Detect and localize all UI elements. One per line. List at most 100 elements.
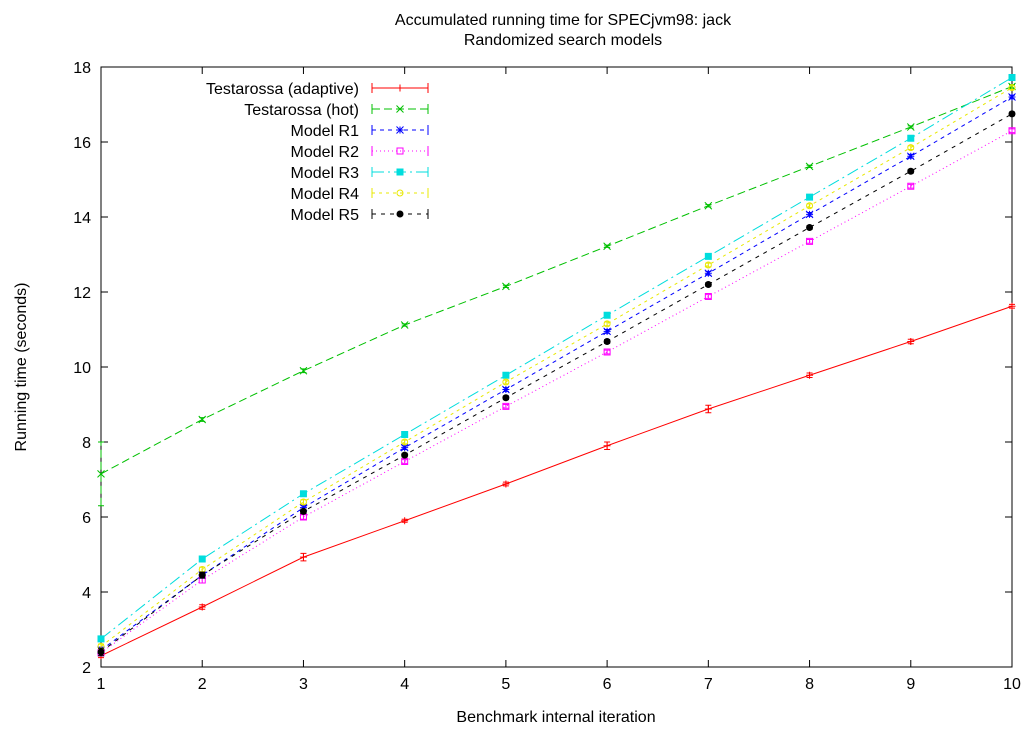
y-tick-label: 12 [73,285,91,302]
legend-marker [396,105,404,113]
y-tick-label: 2 [82,660,91,677]
error-bar [502,404,509,409]
error-bar [300,514,307,520]
data-point [400,443,409,452]
x-tick-label: 7 [704,676,713,693]
error-bar [401,459,408,464]
x-axis-title: Benchmark internal iteration [456,709,655,726]
data-point [806,237,814,245]
series-7 [97,110,1016,657]
error-bar [705,294,712,299]
data-point [907,182,915,190]
series-5 [97,74,1016,643]
data-point [806,224,814,231]
legend-error-cap [371,125,429,135]
legend-marker [396,84,404,92]
data-point [198,603,206,611]
data-point [907,338,915,345]
error-bar [502,379,509,385]
series-6 [97,84,1016,650]
data-point [198,555,206,563]
data-point [806,193,814,201]
data-point [1008,74,1016,81]
y-tick-label: 10 [73,360,91,377]
data-point [603,320,611,328]
legend-marker [396,147,404,155]
error-bar [401,439,408,445]
legend-label: Testarossa (hot) [244,102,359,119]
data-point [97,635,105,643]
data-point [299,490,307,498]
y-tick-label: 4 [82,585,91,602]
legend-label: Model R3 [291,165,360,182]
data-point [603,327,611,336]
series-layer [97,74,1016,660]
legend-marker [396,168,404,176]
data-point [198,571,206,579]
data-point [502,402,510,410]
data-point [1008,127,1016,135]
series-line [100,96,1013,651]
data-point [603,338,611,345]
series-line [100,305,1013,657]
series-line [100,77,1013,640]
legend-marker [396,210,404,218]
error-bar [806,203,813,209]
data-point [806,371,814,379]
error-bar [806,239,813,244]
x-tick-label: 10 [1003,676,1021,693]
data-point [1008,93,1016,101]
data-point [502,371,510,379]
data-point [906,152,915,161]
series-1 [97,302,1016,660]
x-tick-label: 8 [805,676,814,693]
data-point [906,123,915,131]
data-point [502,394,510,402]
data-point [299,503,308,512]
data-point [198,415,207,424]
data-point [1008,84,1016,92]
y-tick-label: 6 [82,510,91,527]
legend-label: Model R5 [291,207,360,224]
data-point [704,293,712,300]
y-tick-label: 18 [73,60,91,77]
x-tick-label: 6 [603,676,612,693]
data-point [1008,302,1016,310]
chart-title: Accumulated running time for SPECjvm98: … [395,12,732,29]
data-point [299,366,308,375]
series-4 [97,127,1016,657]
legend-error-cap [371,188,429,198]
data-point [704,252,712,260]
plot-frame [100,66,1013,668]
data-point [603,348,611,356]
data-point [907,167,915,175]
data-point [97,648,105,656]
series-line [100,130,1013,654]
y-tick-label: 8 [82,435,91,452]
data-point [502,480,510,488]
x-tick-label: 4 [400,676,409,693]
data-point [704,405,712,413]
series-line [100,86,1013,475]
data-point [704,201,713,210]
y-tick-label: 14 [73,210,91,227]
legend-label: Model R1 [291,123,360,140]
data-point [502,385,510,394]
error-bar [907,183,914,189]
data-point [401,451,409,459]
data-point [401,517,409,525]
data-point [299,507,307,515]
data-point [502,378,510,386]
data-point [299,498,307,506]
data-point [603,311,611,319]
series-3 [97,93,1016,654]
legend-error-cap [371,146,429,156]
series-line [100,113,1013,653]
x-tick-label: 2 [198,676,207,693]
data-point [603,242,611,251]
data-point [907,144,915,152]
error-bar [1009,128,1015,134]
data-point [806,202,814,210]
x-tick-label: 9 [906,676,915,693]
